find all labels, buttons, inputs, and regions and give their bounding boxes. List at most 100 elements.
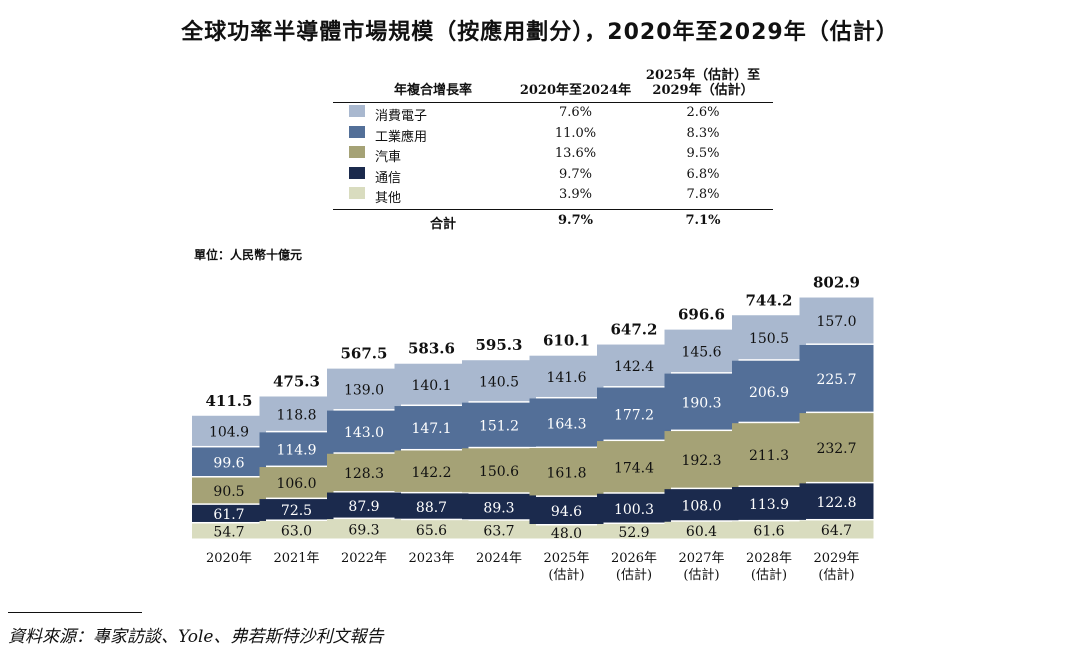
cagr-row: 消費電子 7.6% 2.6% [333,103,773,124]
data-label: 211.3 [749,448,789,464]
bar-segment [664,521,739,539]
cagr-row-v1: 3.9% [558,187,593,202]
x-tick-label: 2027年 [678,551,724,566]
data-label: 54.7 [213,525,244,541]
bar-segment [327,453,401,492]
cagr-header-label: 年複合增長率 [393,83,472,98]
bar-segment [597,344,671,387]
cagr-row-v1: 11.0% [554,125,597,141]
data-label: 108.0 [681,498,721,514]
bar-segment [664,431,739,488]
total-label: 647.2 [611,321,658,339]
data-label: 69.3 [348,523,379,539]
bar-segment [394,450,469,492]
x-tick-label: 2025年 [543,551,589,566]
cagr-total-v1: 9.7% [558,212,593,228]
data-label: 151.2 [479,418,519,434]
data-label: 65.6 [416,523,447,539]
bar-segment [462,520,536,539]
cagr-row: 汽車 13.6% 9.5% [333,144,773,165]
cagr-row-label: 工業應用 [375,129,428,145]
data-label: 164.3 [546,416,586,432]
cagr-total-row: 合計 9.7% 7.1% [333,208,773,232]
bar-segment [394,493,469,519]
data-label: 142.2 [411,465,451,481]
data-label: 174.4 [614,460,654,476]
data-label: 206.9 [749,385,789,401]
data-label: 100.3 [614,502,654,518]
data-label: 128.3 [344,466,384,482]
bar-segment [529,398,604,447]
data-label: 104.9 [209,425,249,441]
data-label: 142.4 [614,359,654,375]
cagr-header-period-2: 2025年（估計）至 2029年（估計） [638,68,768,98]
data-label: 161.8 [546,466,586,482]
bar-segment [799,520,874,539]
bar-segment [732,315,806,360]
data-label: 48.0 [551,526,582,542]
x-tick-label: (估計) [751,567,787,583]
cagr-row: 工業應用 11.0% 8.3% [333,124,773,145]
x-tick-label: (估計) [548,567,584,583]
cagr-row-v1: 7.6% [558,105,593,120]
x-tick-label: 2020年 [206,551,252,566]
x-tick-label: (估計) [683,567,719,583]
bar-segment [259,467,334,498]
bar-segment [192,523,266,539]
cagr-table: 年複合增長率 2020年至2024年 2025年（估計）至 2029年（估計） … [333,66,773,232]
legend-swatch [349,105,365,117]
cagr-table-header: 年複合增長率 2020年至2024年 2025年（估計）至 2029年（估計） [333,66,773,103]
bar-segment [597,524,671,539]
cagr-header-period-2-line2: 2029年（估計） [652,83,754,98]
bar-segment [664,329,739,373]
data-label: 99.6 [213,455,244,471]
data-label: 61.6 [753,524,784,540]
bar-segment [799,413,874,482]
bar-segment [664,489,739,521]
x-tick-label: (估計) [616,567,652,583]
data-label: 64.7 [821,523,852,539]
cagr-row-v2: 8.3% [686,125,720,141]
bar-segment [799,297,874,344]
bar-segment [259,432,334,466]
data-label: 192.3 [681,453,721,469]
total-label: 696.6 [678,306,725,324]
x-tick-label: 2029年 [813,551,859,566]
bar-segment [462,360,536,402]
total-label: 610.1 [543,332,590,350]
bar-segment [327,410,401,453]
x-tick-label: 2022年 [341,551,387,566]
data-label: 90.5 [213,484,244,500]
bar-segment [597,493,671,523]
bar-segment [732,521,806,539]
data-label: 113.9 [749,497,789,513]
x-tick-label: 2024年 [476,551,522,566]
x-tick-label: (估計) [818,567,854,583]
bar-segment [597,441,671,493]
data-label: 145.6 [681,345,721,361]
cagr-row-v2: 2.6% [686,105,720,120]
cagr-row-label: 通信 [375,170,402,186]
data-label: 232.7 [816,441,856,457]
cagr-row-v2: 6.8% [686,166,720,182]
data-label: 63.0 [281,523,312,539]
legend-swatch [349,187,365,199]
source-divider [8,612,142,613]
data-label: 94.6 [551,504,582,520]
data-label: 177.2 [614,407,654,423]
x-tick-label: 2023年 [408,551,454,566]
cagr-table-body: 消費電子 7.6% 2.6% 工業應用 11.0% 8.3% 汽車 13.6% 9.5% 通信 9.… [333,103,773,206]
bar-segment [529,355,604,397]
bar-segment [732,360,806,422]
cagr-header-period-2-line1: 2025年（估計）至 [645,68,761,83]
data-label: 143.0 [344,425,384,441]
x-tick-label: 2028年 [746,551,792,566]
bar-segment [529,448,604,496]
bar-segment [664,373,739,430]
data-label: 140.5 [479,374,519,390]
data-label: 60.4 [686,524,717,540]
cagr-header-period-1: 2020年至2024年 [519,83,632,98]
data-label: 225.7 [816,372,856,388]
x-tick-label: 2021年 [273,551,319,566]
